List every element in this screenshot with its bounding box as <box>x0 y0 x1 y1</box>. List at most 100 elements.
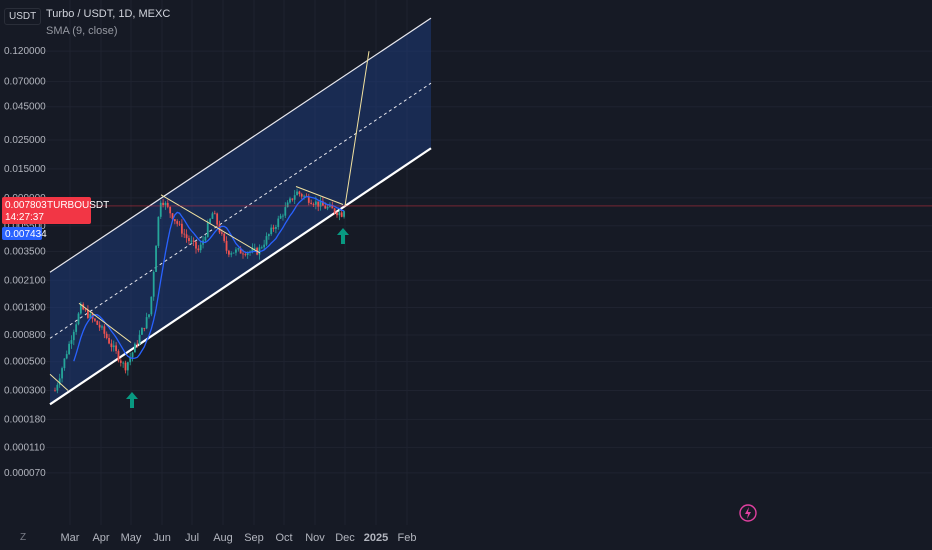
candle-body <box>213 213 216 215</box>
candle-body <box>298 191 301 195</box>
candle-body <box>72 331 75 341</box>
candle-body <box>282 215 284 217</box>
x-axis: Mar Apr May Jun Jul Aug Sep Oct Nov Dec 2025 Feb <box>61 532 417 544</box>
candle-body <box>195 241 197 249</box>
trendline <box>49 373 69 391</box>
candle-body <box>242 253 244 255</box>
candle-body <box>169 206 172 214</box>
candle-body <box>340 212 343 217</box>
candle-body <box>206 222 209 237</box>
candle-body <box>284 207 287 216</box>
candle-body <box>129 357 132 363</box>
candle-body <box>96 320 99 325</box>
candle-body <box>314 201 317 205</box>
last-price-label: 0.007803 TURBOUSDT 14:27:37 <box>2 197 109 224</box>
candle-body <box>183 233 186 235</box>
candle-body <box>54 390 56 392</box>
y-tick-label: 0.015000 <box>4 164 46 175</box>
up-arrow-icon <box>337 228 349 244</box>
currency-label[interactable]: USDT <box>4 8 42 25</box>
candle-body <box>162 202 164 206</box>
candle-body <box>204 236 207 241</box>
candle-body <box>244 254 247 256</box>
candle-body <box>277 218 280 227</box>
candle-body <box>75 324 78 332</box>
candle-body <box>216 213 219 225</box>
candle-body <box>171 213 174 220</box>
channel-lower-line <box>49 147 432 406</box>
candle-body <box>230 253 233 255</box>
candle-body <box>103 326 106 334</box>
candle-body <box>185 234 188 239</box>
up-arrow-icon <box>126 392 138 408</box>
x-tick-label: Jul <box>185 532 199 544</box>
candle-body <box>324 205 327 209</box>
countdown-label: 14:27:37 <box>5 212 44 223</box>
sma-price-label: 0.007434 <box>2 227 47 240</box>
candle-body <box>61 368 63 379</box>
candle-body <box>225 240 228 251</box>
chart-title: Turbo / USDT, 1D, MEXC <box>46 8 171 20</box>
candle-body <box>246 252 249 256</box>
candle-body <box>326 206 329 209</box>
candle-body <box>143 327 146 329</box>
candle-body <box>188 238 190 242</box>
candle-body <box>333 208 336 213</box>
symbol-label: TURBOUSDT <box>47 200 109 211</box>
zoom-label[interactable]: Z <box>20 532 27 543</box>
candle-body <box>117 351 120 361</box>
candle-body <box>157 216 160 246</box>
candle-body <box>101 326 103 328</box>
trendlines <box>49 186 344 391</box>
y-tick-label: 0.005500 <box>4 221 46 232</box>
x-tick-label: Oct <box>275 532 292 544</box>
candle-body <box>319 201 322 207</box>
candle-body <box>166 202 169 207</box>
x-tick-label: 2025 <box>364 532 388 544</box>
y-tick-label: 0.000500 <box>4 357 46 368</box>
candle-body <box>267 234 270 237</box>
y-tick-label: 0.070000 <box>4 77 46 88</box>
candle-body <box>148 314 150 318</box>
candle-body <box>112 345 115 348</box>
candle-body <box>279 215 282 219</box>
candle-body <box>272 227 275 229</box>
y-tick-label: 0.045000 <box>4 102 46 113</box>
indicator-label[interactable]: SMA (9, close) <box>46 25 118 37</box>
candle-body <box>343 211 345 217</box>
candle-body <box>164 202 167 206</box>
candle-body <box>63 358 66 369</box>
candle-body <box>336 212 338 216</box>
y-tick-label: 0.003500 <box>4 246 46 257</box>
arrows <box>126 228 349 408</box>
candle-body <box>173 219 176 222</box>
candle-body <box>84 309 87 311</box>
projection-line <box>344 51 370 207</box>
x-tick-label: Apr <box>92 532 109 544</box>
candle-body <box>159 202 162 217</box>
candle-body <box>65 354 68 359</box>
x-tick-label: Dec <box>335 532 355 544</box>
candle-body <box>68 343 70 355</box>
last-price-value: 0.007803 <box>5 200 47 211</box>
candle-body <box>141 327 143 335</box>
chart-header: Turbo / USDT, 1D, MEXC SMA (9, close) <box>46 6 170 40</box>
candle-body <box>338 212 341 216</box>
candle-body <box>260 247 263 249</box>
candle-body <box>124 362 127 371</box>
trendline <box>295 186 344 205</box>
y-tick-label: 0.000070 <box>4 468 46 479</box>
candle-body <box>181 223 183 234</box>
candle-body <box>77 313 80 325</box>
x-tick-label: Mar <box>61 532 80 544</box>
trendline <box>78 302 132 343</box>
candle-body <box>275 226 277 229</box>
flash-icon[interactable] <box>739 504 757 522</box>
candle-body <box>263 244 266 248</box>
candle-body <box>293 195 296 200</box>
candle-body <box>119 360 122 363</box>
candle-body <box>70 340 73 344</box>
candle-body <box>134 343 136 353</box>
candle-body <box>218 224 221 233</box>
